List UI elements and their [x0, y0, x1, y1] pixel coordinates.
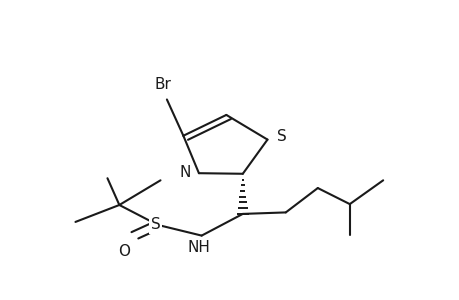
- Text: S: S: [150, 218, 160, 232]
- Text: Br: Br: [155, 76, 171, 92]
- Text: S: S: [277, 129, 286, 144]
- Text: O: O: [118, 244, 129, 259]
- Text: NH: NH: [188, 240, 210, 255]
- Text: N: N: [179, 165, 190, 180]
